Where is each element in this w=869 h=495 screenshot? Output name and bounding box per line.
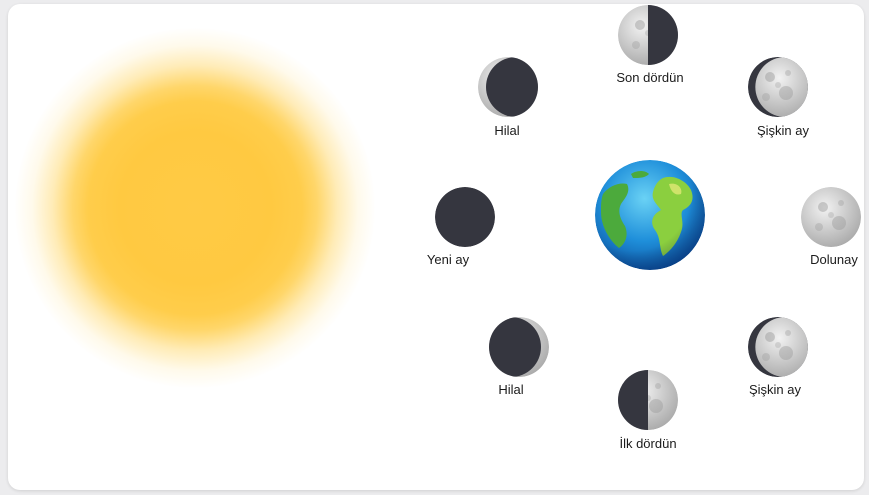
label-first-quarter: İlk dördün <box>619 436 677 451</box>
moon-crescent-waxing <box>489 317 549 377</box>
sun <box>15 28 375 388</box>
moon-full <box>801 187 861 247</box>
label-gibbous-bottom: Şişkin ay <box>748 382 802 397</box>
moon-first-quarter <box>618 370 678 430</box>
moon-new <box>435 187 495 247</box>
label-new-moon: Yeni ay <box>426 252 470 267</box>
moon-last-quarter <box>618 5 678 65</box>
label-full-moon: Dolunay <box>810 252 858 267</box>
label-crescent-top: Hilal <box>494 123 520 138</box>
moon-gibbous-waning <box>748 57 808 117</box>
label-gibbous-top: Şişkin ay <box>756 123 810 138</box>
moon-crescent-waning <box>478 57 538 117</box>
label-last-quarter: Son dördün <box>616 70 684 85</box>
moon-gibbous-waxing <box>748 317 808 377</box>
earth <box>595 160 705 270</box>
label-crescent-bottom: Hilal <box>498 382 524 397</box>
